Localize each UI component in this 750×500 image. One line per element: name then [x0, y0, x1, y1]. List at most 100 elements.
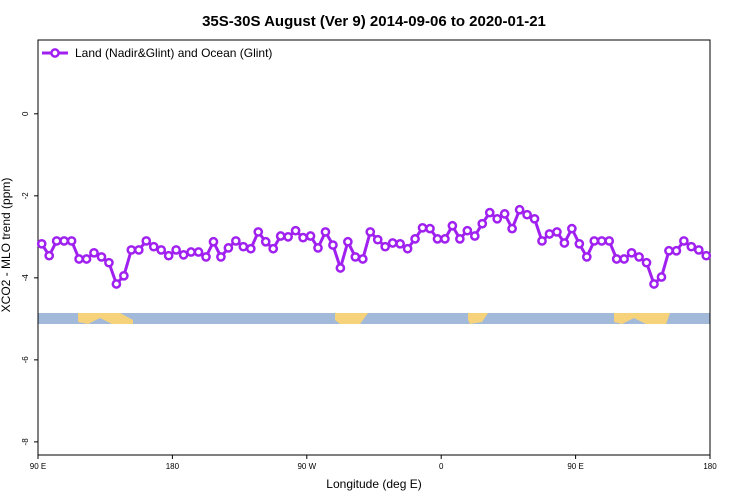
- data-point: [96, 252, 107, 262]
- data-point: [365, 227, 376, 237]
- data-point: [36, 238, 47, 249]
- data-point: [596, 236, 607, 246]
- data-point: [74, 254, 84, 264]
- data-point: [432, 234, 443, 244]
- data-point: [350, 252, 361, 262]
- data-point: [649, 279, 659, 289]
- x-tick-label: 180: [703, 462, 717, 471]
- data-point: [417, 222, 428, 233]
- data-point: [589, 236, 600, 246]
- data-point: [260, 236, 271, 247]
- data-point: [44, 250, 55, 261]
- data-point: [357, 254, 368, 264]
- data-point: [611, 254, 622, 264]
- data-point: [499, 209, 510, 219]
- data-point: [395, 238, 405, 249]
- data-point: [522, 209, 532, 220]
- data-point: [656, 272, 667, 282]
- data-point: [104, 257, 114, 268]
- plot-frame: [37, 39, 711, 456]
- x-axis-label: Longitude (deg E): [326, 477, 421, 491]
- land-patch: [78, 313, 133, 324]
- data-point: [387, 238, 398, 248]
- data-point: [275, 231, 286, 241]
- data-point: [178, 250, 189, 260]
- data-point: [141, 236, 152, 246]
- data-point: [693, 245, 704, 255]
- y-tick-label: -6: [21, 356, 30, 364]
- ocean-strip: [38, 313, 710, 324]
- y-tick-label: 0: [21, 111, 30, 116]
- data-point: [201, 252, 211, 262]
- data-point: [507, 223, 517, 234]
- data-point: [552, 227, 562, 237]
- data-point: [111, 279, 122, 289]
- data-point: [410, 234, 420, 244]
- data-point: [455, 234, 465, 244]
- data-point: [119, 270, 129, 281]
- data-point: [283, 231, 293, 242]
- data-point: [305, 231, 316, 241]
- data-point: [313, 243, 323, 253]
- data-point: [641, 257, 652, 268]
- data-point: [171, 245, 181, 255]
- data-point: [343, 236, 353, 247]
- data-point: [216, 252, 226, 262]
- data-point: [462, 225, 473, 236]
- data-point: [298, 232, 308, 243]
- data-point: [51, 236, 62, 246]
- x-tick-label: 0: [439, 462, 444, 471]
- data-point: [320, 227, 331, 237]
- data-point: [148, 241, 159, 252]
- data-point: [66, 236, 77, 246]
- data-point: [290, 225, 301, 236]
- data-point: [671, 245, 682, 256]
- data-point: [469, 231, 480, 241]
- data-point: [193, 247, 204, 257]
- data-point: [89, 247, 99, 258]
- x-tick-label: 90 W: [297, 462, 316, 471]
- data-point: [133, 245, 144, 255]
- data-point: [268, 243, 279, 254]
- legend-marker: [50, 48, 60, 58]
- data-point: [156, 245, 167, 255]
- data-point: [537, 236, 547, 246]
- x-tick-label: 90 E: [30, 462, 46, 471]
- data-point: [559, 238, 570, 248]
- data-point: [514, 204, 525, 215]
- land-patch: [335, 313, 368, 324]
- data-point: [604, 236, 615, 246]
- legend-label: Land (Nadir&Glint) and Ocean (Glint): [75, 46, 272, 60]
- land-ocean-strip: [38, 313, 710, 324]
- data-point: [223, 243, 234, 253]
- chart-title: 35S-30S August (Ver 9) 2014-09-06 to 202…: [202, 13, 546, 30]
- data-point: [626, 247, 637, 258]
- data-point: [186, 247, 196, 257]
- data-point: [238, 241, 249, 252]
- data-point: [335, 263, 346, 273]
- data-point: [81, 254, 92, 264]
- data-point: [440, 234, 450, 244]
- data-point: [701, 250, 712, 261]
- data-point: [529, 213, 540, 224]
- data-point: [447, 220, 458, 231]
- data-point: [328, 240, 338, 250]
- data-point: [253, 227, 264, 237]
- y-axis-label: XCO2 - MLO trend (ppm): [0, 178, 13, 313]
- data-point: [679, 236, 689, 246]
- y-tick-label: -2: [21, 192, 30, 200]
- data-point: [581, 252, 592, 262]
- x-tick-label: 90 E: [567, 462, 583, 471]
- data-point: [231, 236, 241, 246]
- y-tick-label: -8: [21, 438, 30, 446]
- data-point: [619, 254, 629, 264]
- data-point: [567, 223, 577, 234]
- data-point: [686, 241, 697, 252]
- data-point: [245, 243, 256, 254]
- data-point: [544, 229, 555, 239]
- land-patch: [614, 313, 670, 324]
- data-point: [574, 238, 585, 249]
- data-point: [163, 250, 174, 261]
- data-point: [425, 223, 435, 234]
